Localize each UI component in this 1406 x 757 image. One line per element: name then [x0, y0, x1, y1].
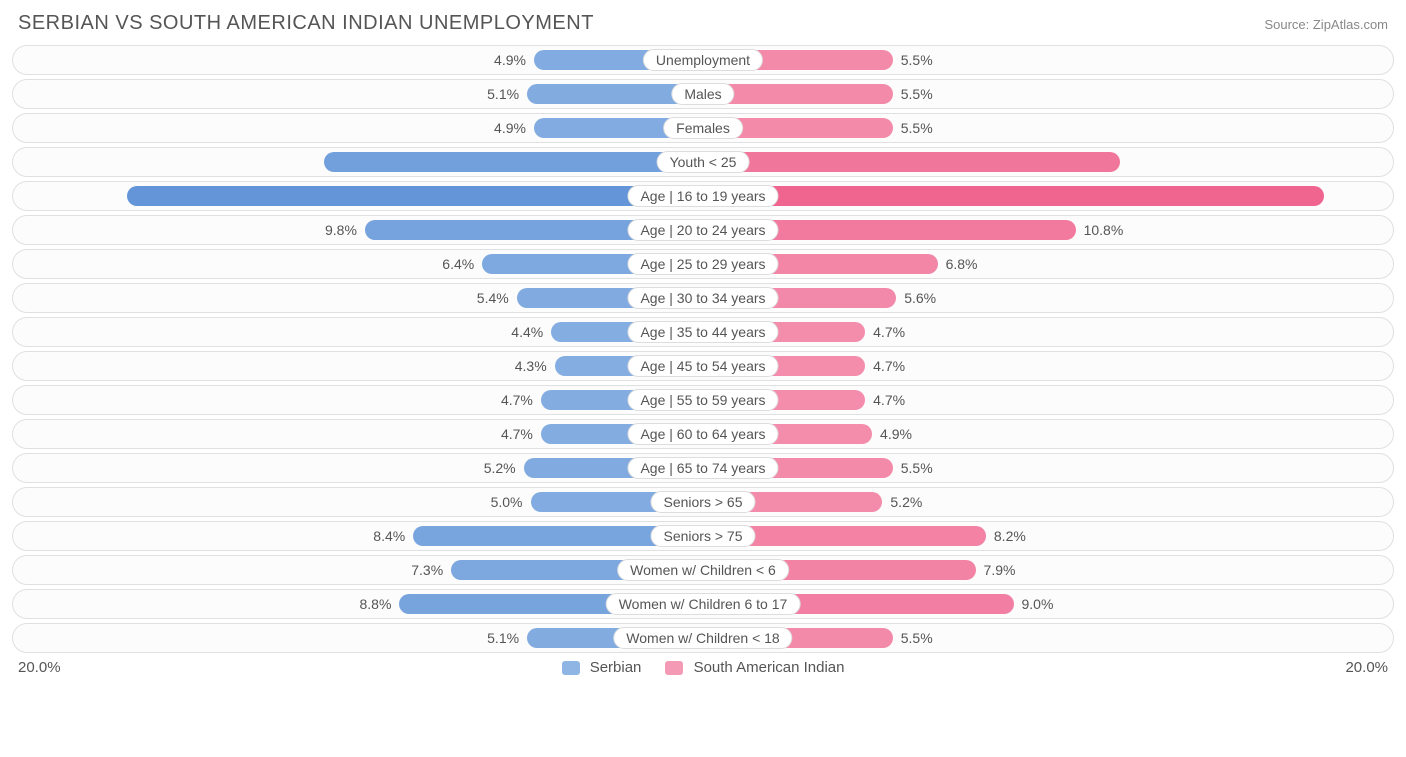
legend-label-right: South American Indian	[694, 659, 845, 676]
value-right: 6.8%	[946, 256, 978, 272]
value-left: 7.3%	[411, 562, 443, 578]
bar-row: 16.7%18.0%Age | 16 to 19 years	[12, 181, 1394, 211]
bar-row: 9.8% 10.8% Age | 20 to 24 years	[12, 215, 1394, 245]
category-label: Age | 16 to 19 years	[627, 185, 778, 207]
value-right: 7.9%	[984, 562, 1016, 578]
category-label: Women w/ Children < 6	[617, 559, 789, 581]
category-label: Seniors > 65	[651, 491, 756, 513]
value-left: 4.7%	[501, 392, 533, 408]
value-right: 5.2%	[890, 494, 922, 510]
chart-title: SERBIAN VS SOUTH AMERICAN INDIAN UNEMPLO…	[18, 12, 594, 35]
legend-swatch-left	[562, 661, 580, 675]
category-label: Males	[671, 83, 734, 105]
value-left: 8.8%	[359, 596, 391, 612]
category-label: Age | 45 to 54 years	[627, 355, 778, 377]
value-left: 4.9%	[494, 120, 526, 136]
value-left: 5.1%	[487, 86, 519, 102]
bar-row: 4.9% 5.5% Females	[12, 113, 1394, 143]
bar-row: 5.2% 5.5% Age | 65 to 74 years	[12, 453, 1394, 483]
value-left: 5.0%	[491, 494, 523, 510]
bar-row: 5.4% 5.6% Age | 30 to 34 years	[12, 283, 1394, 313]
legend-item-right: South American Indian	[665, 659, 844, 676]
value-right: 9.0%	[1022, 596, 1054, 612]
value-right: 10.8%	[1084, 222, 1124, 238]
value-right: 4.7%	[873, 324, 905, 340]
category-label: Females	[663, 117, 743, 139]
bar-left: 16.7%	[127, 186, 703, 206]
bar-row: 4.7% 4.9% Age | 60 to 64 years	[12, 419, 1394, 449]
category-label: Age | 35 to 44 years	[627, 321, 778, 343]
bar-row: 8.4% 8.2% Seniors > 75	[12, 521, 1394, 551]
category-label: Women w/ Children 6 to 17	[606, 593, 801, 615]
value-right: 5.6%	[904, 290, 936, 306]
bar-row: 8.8% 9.0% Women w/ Children 6 to 17	[12, 589, 1394, 619]
value-right: 4.9%	[880, 426, 912, 442]
category-label: Age | 25 to 29 years	[627, 253, 778, 275]
value-right: 5.5%	[901, 86, 933, 102]
value-left: 5.1%	[487, 630, 519, 646]
value-left: 4.4%	[511, 324, 543, 340]
value-right: 5.5%	[901, 630, 933, 646]
category-label: Age | 20 to 24 years	[627, 219, 778, 241]
value-right: 4.7%	[873, 358, 905, 374]
value-left: 9.8%	[325, 222, 357, 238]
bar-row: 5.1% 5.5% Males	[12, 79, 1394, 109]
bar-row: 11.0%12.1%Youth < 25	[12, 147, 1394, 177]
category-label: Age | 65 to 74 years	[627, 457, 778, 479]
category-label: Age | 55 to 59 years	[627, 389, 778, 411]
category-label: Youth < 25	[657, 151, 750, 173]
bar-row: 4.9% 5.5% Unemployment	[12, 45, 1394, 75]
bar-row: 6.4% 6.8% Age | 25 to 29 years	[12, 249, 1394, 279]
bar-row: 7.3% 7.9% Women w/ Children < 6	[12, 555, 1394, 585]
value-right: 5.5%	[901, 460, 933, 476]
category-label: Age | 30 to 34 years	[627, 287, 778, 309]
value-right: 8.2%	[994, 528, 1026, 544]
bar-row: 4.4% 4.7% Age | 35 to 44 years	[12, 317, 1394, 347]
value-left: 5.2%	[484, 460, 516, 476]
bar-row: 5.1% 5.5% Women w/ Children < 18	[12, 623, 1394, 653]
bar-row: 5.0% 5.2% Seniors > 65	[12, 487, 1394, 517]
legend: Serbian South American Indian	[562, 659, 845, 676]
value-left: 4.9%	[494, 52, 526, 68]
bar-right: 12.1%	[703, 152, 1120, 172]
legend-item-left: Serbian	[562, 659, 642, 676]
bar-row: 4.7% 4.7% Age | 55 to 59 years	[12, 385, 1394, 415]
value-right: 4.7%	[873, 392, 905, 408]
legend-swatch-right	[665, 661, 683, 675]
bar-right: 18.0%	[703, 186, 1324, 206]
category-label: Unemployment	[643, 49, 763, 71]
value-left: 4.7%	[501, 426, 533, 442]
category-label: Women w/ Children < 18	[613, 627, 792, 649]
value-left: 5.4%	[477, 290, 509, 306]
chart-source: Source: ZipAtlas.com	[1264, 17, 1388, 32]
legend-label-left: Serbian	[590, 659, 642, 676]
category-label: Seniors > 75	[651, 525, 756, 547]
axis-max-left: 20.0%	[18, 659, 562, 676]
bar-left: 11.0%	[324, 152, 704, 172]
value-left: 4.3%	[515, 358, 547, 374]
value-right: 5.5%	[901, 120, 933, 136]
value-left: 6.4%	[442, 256, 474, 272]
category-label: Age | 60 to 64 years	[627, 423, 778, 445]
diverging-bar-chart: 4.9% 5.5% Unemployment 5.1% 5.5% Males 4.9% 5.5…	[12, 45, 1394, 653]
value-right: 5.5%	[901, 52, 933, 68]
value-left: 8.4%	[373, 528, 405, 544]
bar-row: 4.3% 4.7% Age | 45 to 54 years	[12, 351, 1394, 381]
axis-max-right: 20.0%	[845, 659, 1389, 676]
